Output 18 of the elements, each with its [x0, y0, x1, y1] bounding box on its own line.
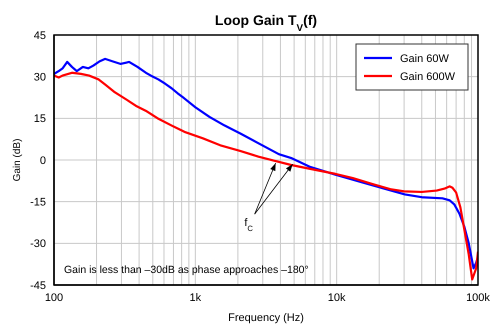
annotation: f$_{C}$: [244, 217, 254, 233]
x-tick-label: 10k: [328, 292, 346, 304]
legend-label: Gain 600W: [400, 71, 456, 83]
x-tick-label: 1k: [190, 292, 202, 304]
x-axis-title: Frequency (Hz): [228, 312, 304, 324]
y-tick-label: -45: [30, 280, 46, 292]
y-tick-label: 30: [34, 72, 46, 84]
legend-label: Gain 60W: [400, 53, 450, 65]
chart-title: Loop Gain T$_{V}$(f): [214, 12, 318, 34]
annotation: Gain is less than –30dB as phase approaches –180°: [64, 264, 309, 276]
x-tick-label: 100k: [466, 292, 490, 304]
x-tick-label: 100: [44, 292, 64, 304]
y-tick-label: -30: [30, 238, 46, 250]
y-tick-label: 45: [34, 30, 46, 42]
y-tick-label: -15: [30, 196, 46, 209]
y-tick-label: 0: [40, 154, 46, 167]
y-tick-label: 15: [34, 113, 46, 126]
y-axis-title: Gain (dB): [12, 138, 23, 182]
